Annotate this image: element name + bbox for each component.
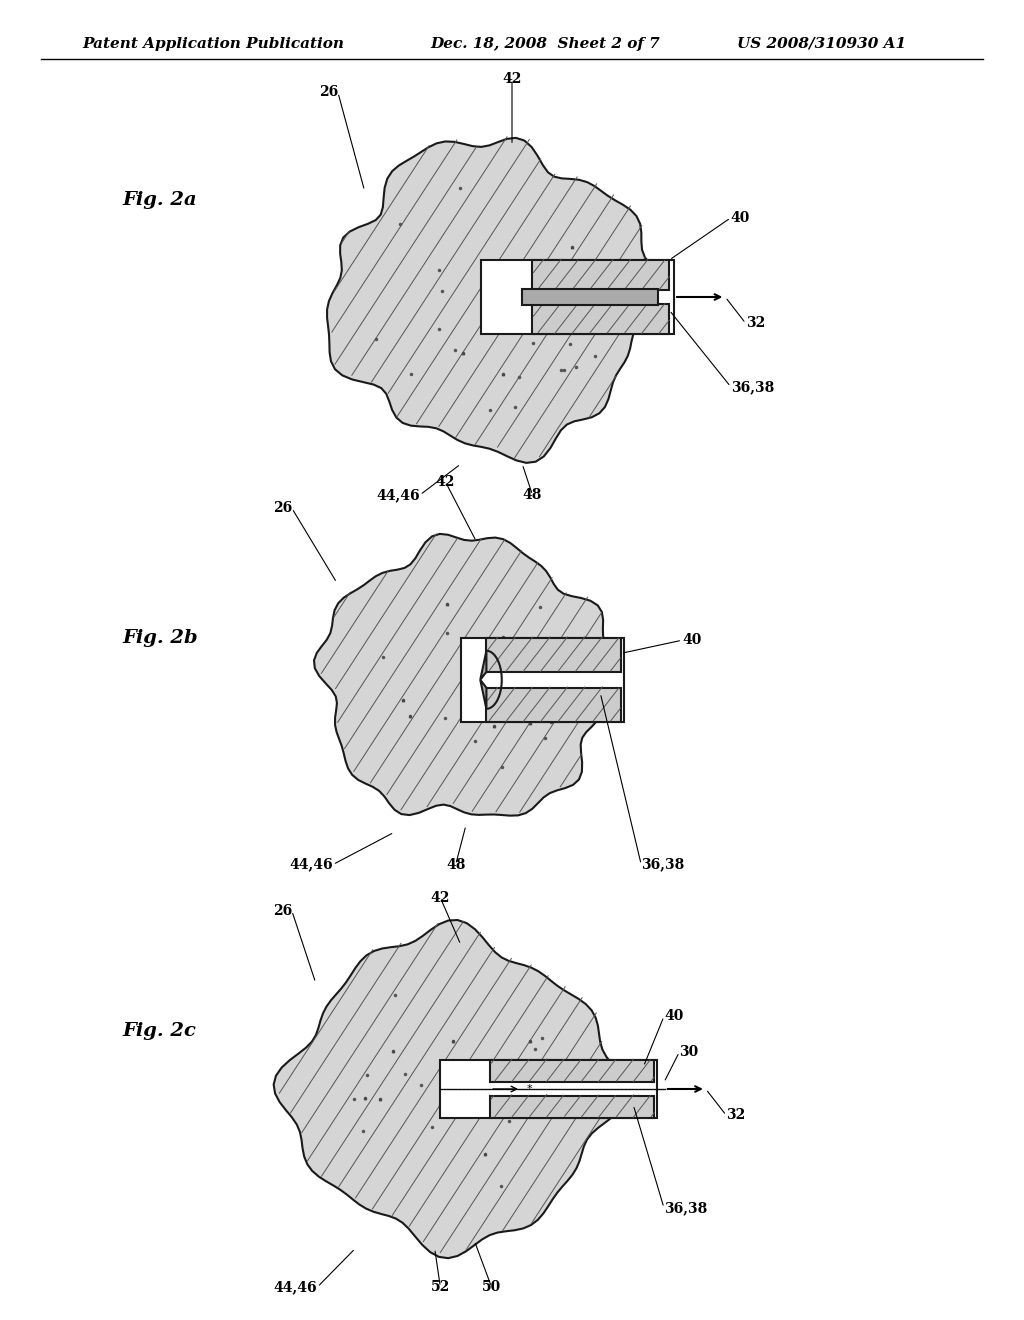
Text: 50: 50	[482, 1280, 501, 1294]
Text: Fig. 2c: Fig. 2c	[123, 1022, 197, 1040]
Text: Patent Application Publication: Patent Application Publication	[82, 37, 344, 50]
Text: 26: 26	[318, 86, 338, 99]
Bar	[490, 1096, 653, 1118]
Bar	[532, 304, 670, 334]
Text: 44,46: 44,46	[273, 1280, 317, 1294]
Text: *: *	[527, 1084, 532, 1094]
Text: Fig. 2b: Fig. 2b	[123, 628, 199, 647]
Text: 42: 42	[503, 73, 521, 86]
Text: 26: 26	[272, 904, 292, 917]
Polygon shape	[327, 137, 667, 463]
Bar	[481, 260, 674, 334]
Text: 30: 30	[679, 1045, 698, 1059]
Polygon shape	[314, 533, 615, 816]
Text: Dec. 18, 2008  Sheet 2 of 7: Dec. 18, 2008 Sheet 2 of 7	[430, 37, 659, 50]
Bar	[522, 289, 658, 305]
Text: 40: 40	[682, 634, 701, 647]
Text: 36,38: 36,38	[664, 1201, 708, 1214]
Text: 48: 48	[446, 858, 465, 871]
Polygon shape	[480, 680, 486, 709]
Bar	[532, 260, 670, 290]
Text: 42: 42	[436, 475, 455, 488]
Bar	[440, 1060, 657, 1118]
Text: 44,46: 44,46	[376, 488, 420, 502]
Text: 40: 40	[664, 1010, 683, 1023]
Text: 52: 52	[431, 1280, 450, 1294]
Polygon shape	[480, 651, 486, 680]
Text: 48: 48	[523, 488, 542, 502]
Text: 36,38: 36,38	[731, 380, 774, 393]
Text: 40: 40	[731, 211, 751, 224]
Text: 32: 32	[726, 1109, 745, 1122]
Text: 44,46: 44,46	[289, 858, 333, 871]
Text: 26: 26	[272, 502, 292, 515]
Text: 32: 32	[745, 317, 765, 330]
Text: Fig. 2a: Fig. 2a	[123, 190, 198, 209]
Text: US 2008/310930 A1: US 2008/310930 A1	[737, 37, 906, 50]
Text: 36,38: 36,38	[641, 858, 684, 871]
Bar	[486, 688, 621, 722]
Text: 42: 42	[431, 891, 450, 904]
Bar	[461, 638, 624, 722]
Bar	[490, 1060, 653, 1082]
Bar	[486, 638, 621, 672]
Polygon shape	[273, 920, 627, 1258]
